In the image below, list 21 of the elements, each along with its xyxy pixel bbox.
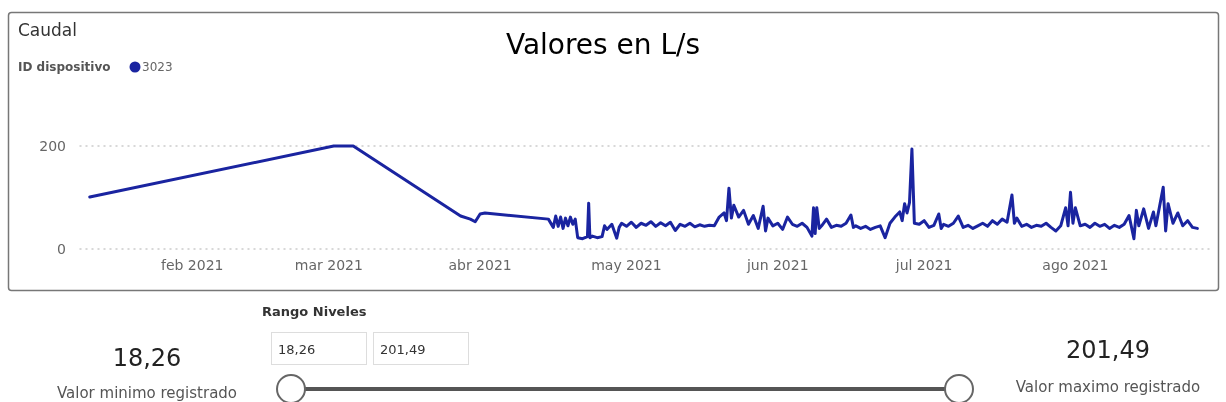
x-tick-label: may 2021 xyxy=(591,257,662,273)
line-series xyxy=(88,144,1199,241)
x-tick-label: abr 2021 xyxy=(448,257,512,273)
chart-subtitle: Valores en L/s xyxy=(505,28,701,61)
text: 18,26 xyxy=(278,342,316,357)
chart-title: Caudal xyxy=(18,20,77,40)
text: Valor maximo registrado xyxy=(1015,378,1201,396)
x-tick-label: jul 2021 xyxy=(894,257,953,273)
text: 201,49 xyxy=(380,342,426,357)
y-tick-label: 0 xyxy=(57,241,66,257)
x-tick-label: jun 2021 xyxy=(745,257,809,273)
x-tick-label: mar 2021 xyxy=(294,257,363,273)
x-tick-label: feb 2021 xyxy=(160,257,224,273)
text: 18,26 xyxy=(112,344,182,372)
text: Valor minimo registrado xyxy=(56,384,238,402)
text: 201,49 xyxy=(1066,336,1150,364)
legend-label: 3023 xyxy=(142,60,173,74)
x-tick-label: ago 2021 xyxy=(1042,257,1109,273)
legend-title: ID dispositivo xyxy=(18,60,111,74)
text: Rango Niveles xyxy=(262,304,367,319)
y-tick-label: 200 xyxy=(39,138,66,154)
